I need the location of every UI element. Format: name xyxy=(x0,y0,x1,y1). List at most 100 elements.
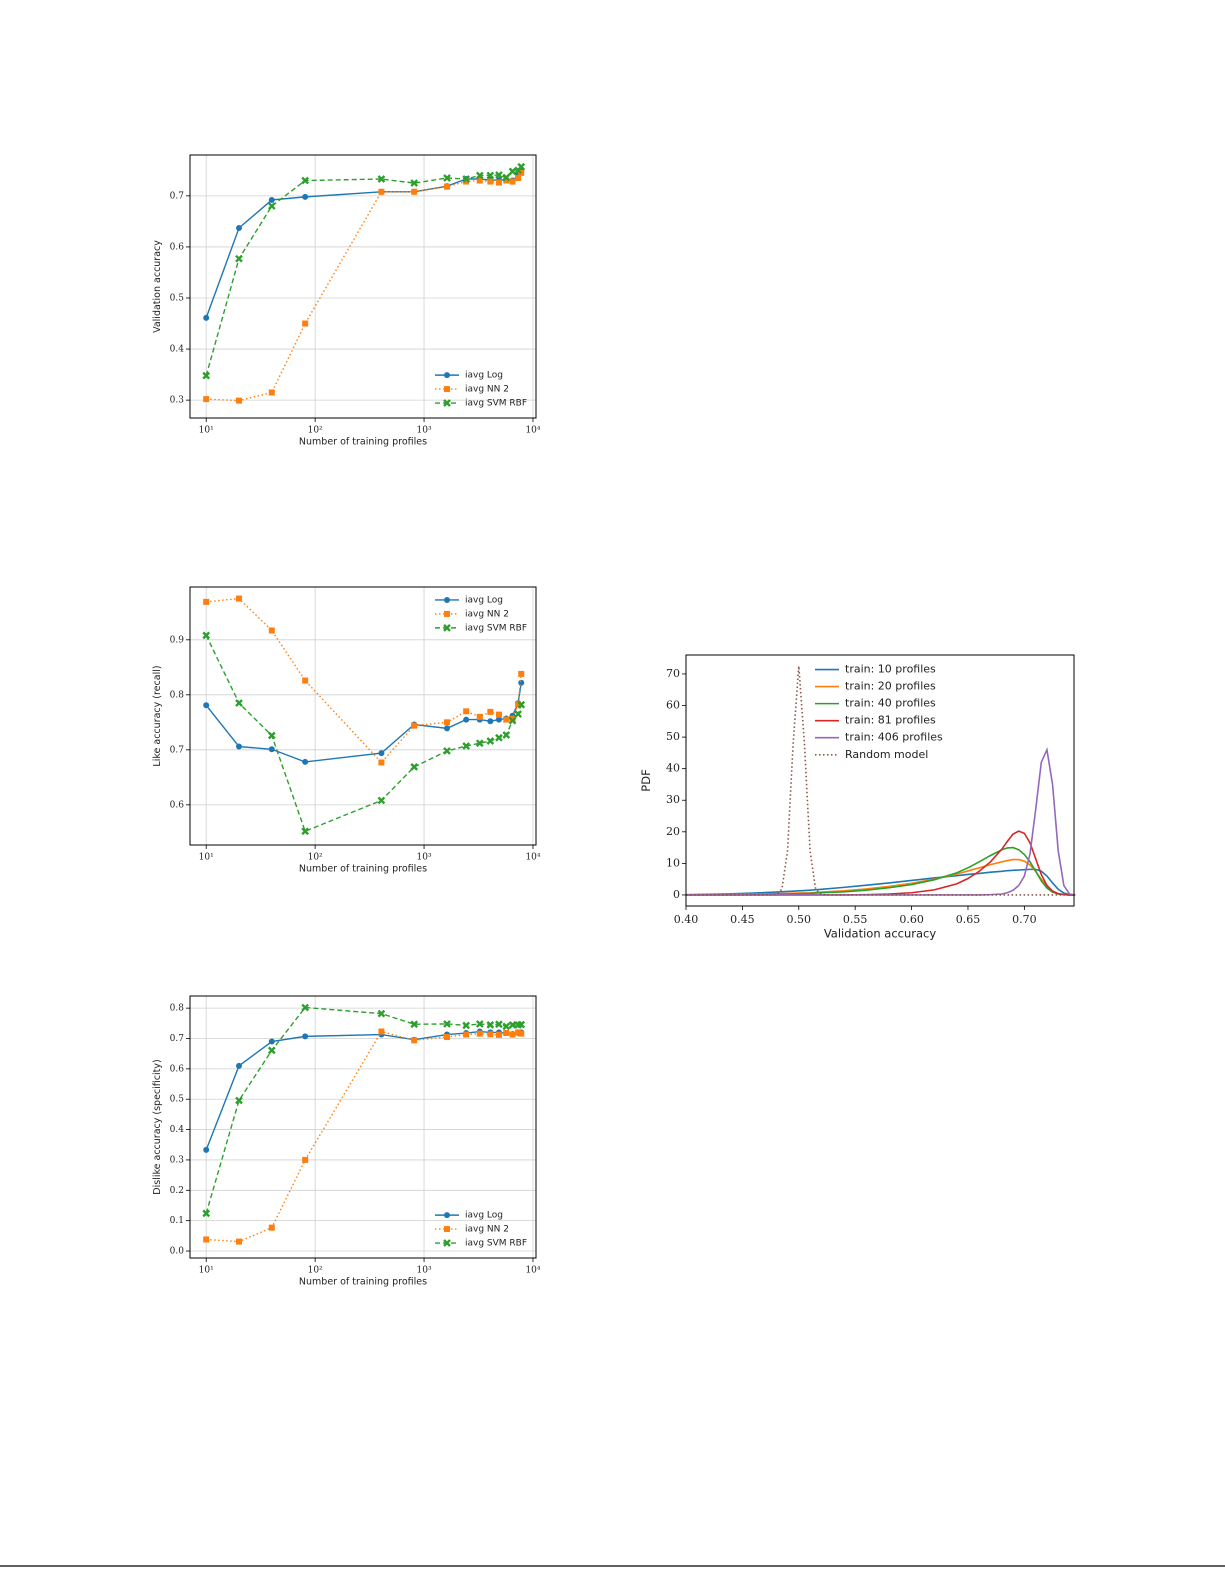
y-tick-label: 0.5 xyxy=(170,1095,185,1105)
marker xyxy=(203,702,210,709)
marker xyxy=(443,719,450,726)
series-line xyxy=(205,1030,522,1151)
x-tick-label: 0.70 xyxy=(1012,913,1037,926)
marker xyxy=(495,171,503,179)
series-line xyxy=(686,830,1076,896)
marker xyxy=(502,731,511,739)
legend-label: iavg SVM RBF xyxy=(465,399,527,409)
y-tick-label: 0.8 xyxy=(170,690,185,700)
x-tick-label: 10² xyxy=(308,1266,323,1276)
y-tick-label: 0.6 xyxy=(170,800,185,810)
y-tick-label: 50 xyxy=(666,730,680,743)
marker xyxy=(378,759,385,766)
marker xyxy=(377,175,386,183)
series-line xyxy=(686,746,1076,896)
marker xyxy=(268,1038,275,1045)
marker xyxy=(502,173,511,182)
marker xyxy=(515,1029,522,1036)
y-tick-label: 0.6 xyxy=(170,1064,185,1074)
marker xyxy=(443,1020,451,1028)
legend-label: iavg Log xyxy=(465,1211,503,1221)
marker xyxy=(444,1212,450,1219)
x-tick-label: 10⁴ xyxy=(525,1266,540,1276)
marker xyxy=(443,1033,450,1040)
marker xyxy=(268,627,275,634)
marker xyxy=(518,679,525,686)
marker xyxy=(515,174,522,181)
marker xyxy=(378,1028,385,1035)
marker xyxy=(508,167,517,176)
legend-label: iavg NN 2 xyxy=(465,385,509,395)
x-axis-label: Number of training profiles xyxy=(299,436,427,447)
marker xyxy=(509,1031,516,1038)
legend-label: train: 40 profiles xyxy=(845,697,936,710)
legend-label: Random model xyxy=(845,748,928,761)
y-axis-label: PDF xyxy=(639,769,653,791)
plot-frame xyxy=(189,586,537,846)
plot-frame xyxy=(189,995,537,1259)
marker xyxy=(475,171,484,180)
marker xyxy=(517,1020,526,1029)
marker xyxy=(475,739,484,748)
legend-label: train: 10 profiles xyxy=(845,663,936,676)
marker xyxy=(443,624,451,632)
marker xyxy=(444,610,450,617)
series-line xyxy=(205,166,522,376)
x-tick-label: 0.60 xyxy=(899,913,924,926)
chart: 10¹ 10² 10³ 10⁴ 0.6 0.7 0.8 0.9 Number of traini… xyxy=(152,586,541,874)
marker xyxy=(203,1236,210,1243)
x-axis-label: Validation accuracy xyxy=(824,927,937,941)
series-line xyxy=(685,858,1076,896)
marker xyxy=(203,314,210,321)
marker xyxy=(486,171,495,180)
x-tick-label: 10⁴ xyxy=(525,853,540,863)
marker xyxy=(202,371,211,380)
marker xyxy=(475,1020,484,1028)
marker xyxy=(267,731,276,740)
y-tick-label: 0 xyxy=(673,888,680,901)
marker xyxy=(517,700,526,709)
y-tick-label: 0.9 xyxy=(170,635,185,645)
marker xyxy=(495,1031,502,1038)
y-tick-label: 30 xyxy=(666,793,680,806)
marker xyxy=(487,708,494,715)
x-tick-label: 10³ xyxy=(417,853,432,863)
legend-label: iavg Log xyxy=(465,595,503,605)
marker xyxy=(268,196,275,203)
marker xyxy=(462,742,471,750)
marker xyxy=(517,162,526,171)
marker xyxy=(301,1003,310,1012)
marker xyxy=(503,716,510,723)
marker xyxy=(443,183,450,190)
marker xyxy=(235,254,243,263)
legend-label: iavg NN 2 xyxy=(465,1225,509,1235)
y-tick-label: 0.4 xyxy=(170,1125,185,1135)
marker xyxy=(235,225,242,232)
marker xyxy=(268,389,275,396)
marker xyxy=(302,1156,309,1163)
y-tick-label: 0.7 xyxy=(170,191,185,201)
legend-label: train: 406 profiles xyxy=(845,731,943,744)
marker xyxy=(411,722,418,729)
marker xyxy=(302,1033,309,1040)
marker xyxy=(486,1020,495,1029)
legend-label: iavg Log xyxy=(465,371,503,381)
marker xyxy=(302,677,309,684)
marker xyxy=(518,670,525,677)
marker xyxy=(411,1037,418,1044)
legend-label: train: 81 profiles xyxy=(845,714,936,727)
marker xyxy=(410,1020,419,1029)
series-line xyxy=(205,635,522,833)
marker xyxy=(444,386,450,393)
marker xyxy=(235,1238,242,1245)
marker xyxy=(410,179,419,187)
marker xyxy=(503,177,510,184)
marker xyxy=(268,1224,275,1231)
x-axis-label: Number of training profiles xyxy=(299,1276,427,1287)
marker xyxy=(502,1022,511,1031)
marker xyxy=(495,716,502,723)
marker xyxy=(377,1009,386,1018)
y-tick-label: 40 xyxy=(666,762,680,775)
x-tick-label: 0.40 xyxy=(674,913,699,926)
